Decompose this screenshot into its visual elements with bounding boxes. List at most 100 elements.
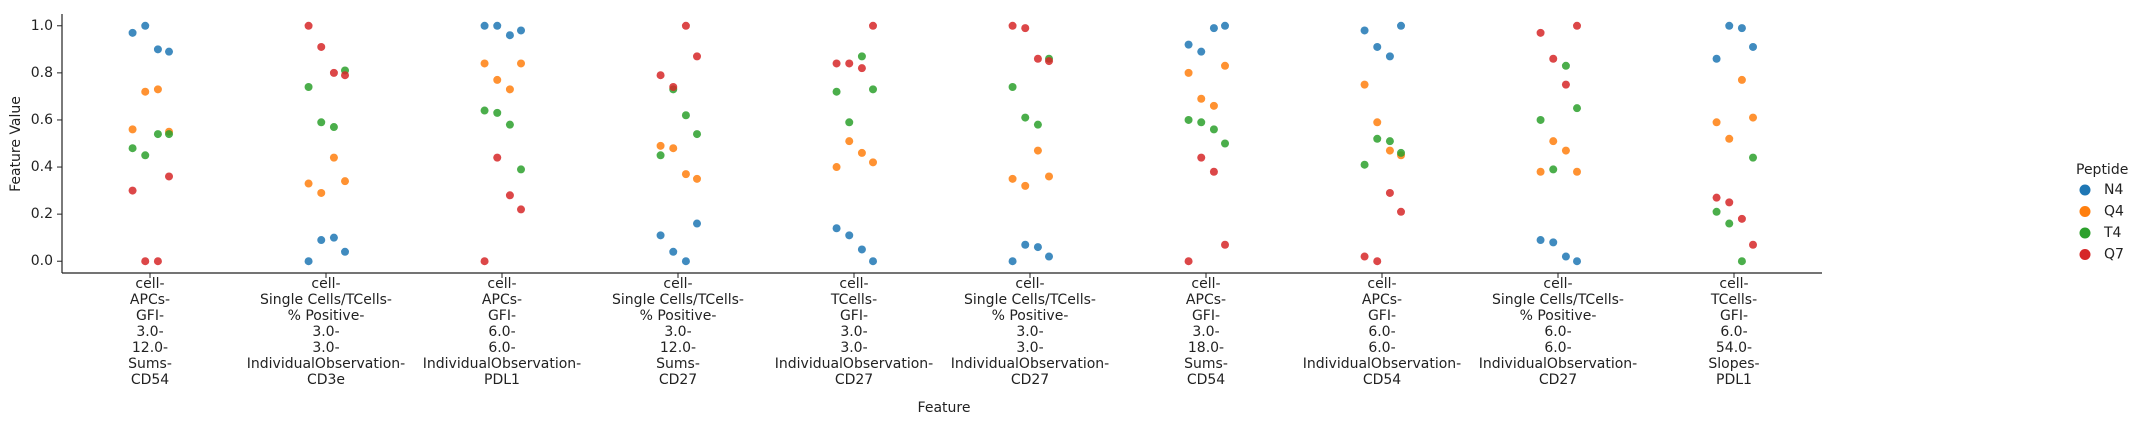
point [493, 75, 502, 84]
point [493, 153, 502, 162]
point [1045, 57, 1054, 66]
point [1008, 174, 1017, 183]
point [317, 42, 326, 51]
point [1712, 54, 1721, 63]
point [1184, 115, 1193, 124]
point [669, 82, 678, 91]
point [1561, 61, 1570, 70]
point [493, 108, 502, 117]
point [1221, 61, 1230, 70]
point [845, 118, 854, 127]
point [317, 118, 326, 127]
legend-marker [2079, 249, 2091, 260]
point [480, 59, 489, 68]
point [165, 172, 174, 181]
point [1712, 118, 1721, 127]
legend-label: Q4 [2104, 204, 2124, 220]
point [141, 21, 150, 30]
legend-marker [2079, 206, 2091, 217]
legend-marker [2079, 184, 2091, 196]
point [681, 111, 690, 120]
point [141, 87, 150, 96]
point [693, 219, 702, 228]
point [1360, 160, 1369, 169]
point [1397, 148, 1406, 157]
point [1561, 80, 1570, 89]
point [141, 151, 150, 160]
point [1737, 75, 1746, 84]
point [1197, 153, 1206, 162]
point [669, 247, 678, 256]
x-tick-label: cell- APCs- GFI- 6.0- 6.0- IndividualObs… [422, 276, 582, 388]
point [1749, 153, 1758, 162]
point [141, 257, 150, 266]
x-tick-label: cell- Single Cells/TCells- % Positive- 3… [950, 276, 1110, 388]
point [153, 257, 162, 266]
point [1197, 47, 1206, 56]
point [1033, 120, 1042, 129]
point [1008, 21, 1017, 30]
point [1385, 137, 1394, 146]
point [832, 224, 841, 233]
point [693, 174, 702, 183]
x-tick-label: cell- APCs- GFI- 3.0- 12.0- Sums- CD54 [128, 276, 172, 388]
point [681, 21, 690, 30]
point [304, 257, 313, 266]
point [1209, 24, 1218, 33]
point [505, 191, 514, 200]
point [128, 186, 137, 195]
point [1197, 94, 1206, 103]
point [165, 130, 174, 139]
point [1221, 139, 1230, 148]
point [1033, 146, 1042, 155]
point [1184, 257, 1193, 266]
point [304, 82, 313, 91]
point [845, 137, 854, 146]
point [341, 177, 350, 186]
x-tick-label: cell- TCells- GFI- 3.0- 3.0- IndividualO… [774, 276, 934, 388]
point [1008, 82, 1017, 91]
point [1197, 118, 1206, 127]
point [517, 205, 526, 214]
point [1536, 167, 1545, 176]
point [832, 163, 841, 172]
point [341, 247, 350, 256]
point [304, 21, 313, 30]
point [1561, 252, 1570, 261]
point [1549, 137, 1558, 146]
point [1021, 113, 1030, 122]
point [1749, 113, 1758, 122]
legend-title: Peptide [2076, 162, 2128, 178]
point [153, 130, 162, 139]
point [1712, 207, 1721, 216]
point [1021, 24, 1030, 33]
x-tick-label: cell- APCs- GFI- 3.0- 18.0- Sums- CD54 [1184, 276, 1228, 388]
point [1725, 219, 1734, 228]
x-tick-label: cell- TCells- GFI- 6.0- 54.0- Slopes- PD… [1708, 276, 1760, 388]
point [1549, 238, 1558, 247]
point [1373, 118, 1382, 127]
point [1184, 40, 1193, 49]
point [845, 59, 854, 68]
point [656, 141, 665, 150]
point [869, 158, 878, 167]
point [857, 64, 866, 73]
point [869, 257, 878, 266]
point [1712, 193, 1721, 202]
point [1397, 21, 1406, 30]
point [1536, 236, 1545, 245]
y-axis-label: Feature Value [8, 96, 24, 192]
point [1573, 104, 1582, 113]
point [1737, 24, 1746, 33]
x-tick-label: cell- Single Cells/TCells- % Positive- 3… [612, 276, 744, 388]
point [1373, 42, 1382, 51]
legend-label: Q7 [2104, 247, 2124, 263]
point [317, 188, 326, 197]
point [869, 85, 878, 94]
point [656, 231, 665, 240]
legend-marker [2079, 227, 2091, 239]
y-tick-label: 0.4 [31, 159, 53, 175]
x-tick-label: cell- Single Cells/TCells- % Positive- 6… [1478, 276, 1638, 388]
